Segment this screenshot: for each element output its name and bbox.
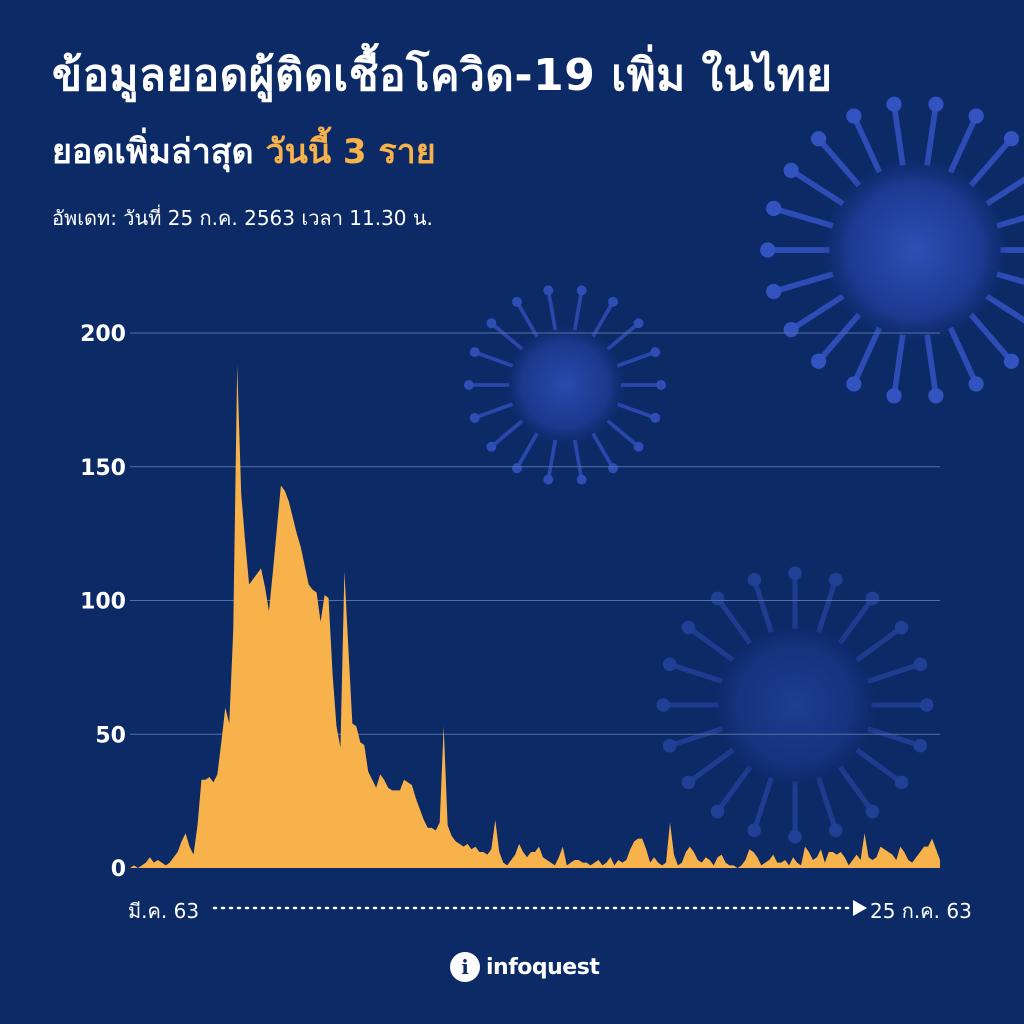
y-tick-label: 100 xyxy=(80,590,126,615)
cases-area-series xyxy=(130,365,940,868)
x-axis-line xyxy=(212,900,867,916)
y-tick-label: 50 xyxy=(95,723,126,748)
y-tick-label: 150 xyxy=(80,456,126,481)
arrow-right-icon xyxy=(853,900,867,916)
y-axis-ticks: 0 50 100 150 200 xyxy=(80,322,126,882)
virus-icon xyxy=(463,285,667,485)
virus-icon xyxy=(656,566,934,844)
x-start-label: มี.ค. 63 xyxy=(128,899,200,923)
x-end-label: 25 ก.ค. 63 xyxy=(870,899,972,923)
logo-text: infoquest xyxy=(486,954,600,980)
info-icon: i xyxy=(450,952,480,982)
update-timestamp: อัพเดท: วันที่ 25 ก.ค. 2563 เวลา 11.30 น… xyxy=(52,206,433,230)
infoquest-logo: i infoquest xyxy=(450,952,600,982)
subtitle-highlight: วันนี้ 3 ราย xyxy=(265,132,436,172)
virus-decoration xyxy=(463,96,1024,844)
x-axis-labels: มี.ค. 63 25 ก.ค. 63 xyxy=(0,895,1024,925)
subtitle-prefix: ยอดเพิ่มล่าสุด xyxy=(52,132,254,172)
page-title: ข้อมูลยอดผู้ติดเชื้อโควิด-19 เพิ่ม ในไทย xyxy=(52,50,833,101)
virus-icon xyxy=(760,96,1024,404)
y-tick-label: 200 xyxy=(80,322,126,347)
page-subtitle: ยอดเพิ่มล่าสุด วันนี้ 3 ราย xyxy=(52,124,436,178)
y-tick-label: 0 xyxy=(111,857,126,882)
